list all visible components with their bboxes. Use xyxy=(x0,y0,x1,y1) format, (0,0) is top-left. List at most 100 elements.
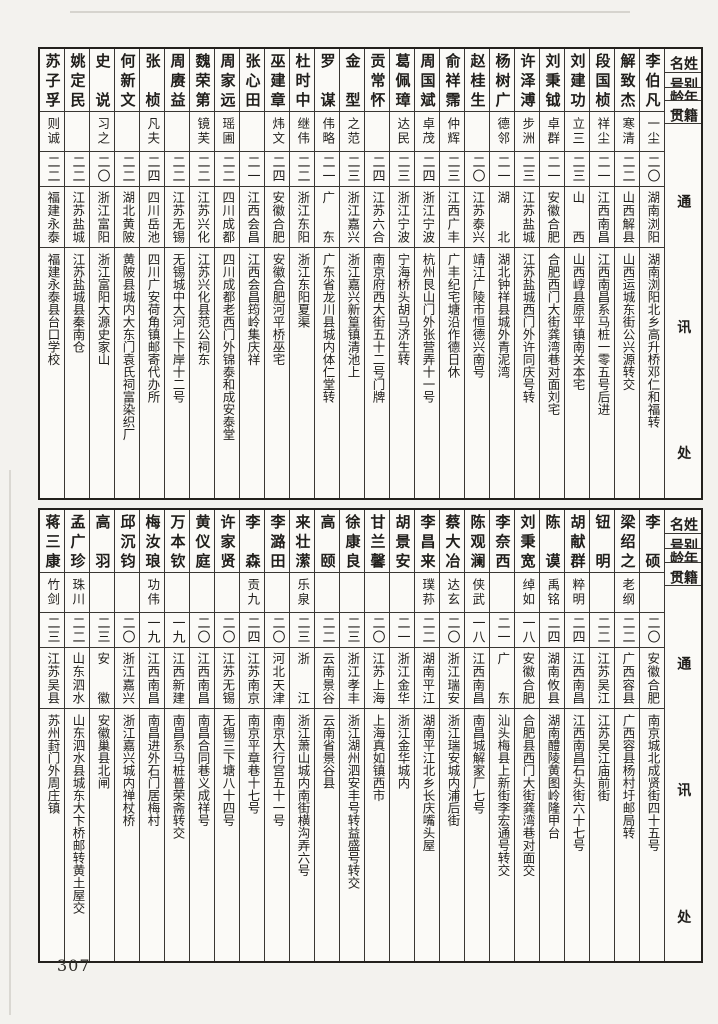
name-cell-text: 甘兰馨 xyxy=(368,514,387,568)
alias-cell: 之范 xyxy=(340,111,364,151)
age-cell-text: 二二 xyxy=(119,155,135,183)
age-cell: 二三 xyxy=(90,612,114,647)
header-age-label: 年龄 xyxy=(668,89,698,101)
age-cell-text: 二二 xyxy=(69,616,85,644)
address-cell: 南京平章巷十七号 xyxy=(240,708,264,961)
address-cell: 山西运城东街公兴源转交 xyxy=(615,247,639,498)
entry-column: 罗谋 伟略 二一 广东 广东省龙川县城内体仁堂转 xyxy=(314,49,339,498)
age-cell: 二二 xyxy=(215,151,239,186)
age-cell-text: 二三 xyxy=(444,155,460,183)
alias-cell: 习之 xyxy=(90,111,114,151)
header-native-place-label: 籍贯 xyxy=(668,108,698,123)
name-cell: 李昌来 xyxy=(415,510,439,572)
name-cell: 高颐 xyxy=(315,510,339,572)
native-place-cell: 安徽合肥 xyxy=(640,647,664,708)
name-cell-text: 何新文 xyxy=(118,53,137,107)
entry-column: 甘兰馨 二〇 江苏上海 上海真如镇西市 xyxy=(364,510,389,961)
age-cell: 二二 xyxy=(40,151,64,186)
alias-cell-text: 禹铭 xyxy=(545,578,561,607)
age-cell: 一八 xyxy=(465,612,489,647)
alias-cell-text: 卓群 xyxy=(545,117,561,146)
alias-cell xyxy=(590,572,614,612)
age-cell: 一八 xyxy=(515,612,539,647)
name-cell: 高羽 xyxy=(90,510,114,572)
address-cell: 南昌城解家厂七号 xyxy=(465,708,489,961)
native-place-cell: 江西南昌 xyxy=(190,647,214,708)
age-cell: 二四 xyxy=(540,612,564,647)
address-cell: 湖南醴陵黄图岭隆甲台 xyxy=(540,708,564,961)
alias-cell: 寒清 xyxy=(615,111,639,151)
address-cell-text: 江苏吴江庙前街 xyxy=(595,714,611,802)
address-cell-text: 南京平章巷十七号 xyxy=(245,714,261,814)
name-cell: 胡献群 xyxy=(565,510,589,572)
native-place-cell-text: 广东 xyxy=(495,652,511,704)
native-place-cell: 江西南昌 xyxy=(590,186,614,247)
name-cell: 李奈西 xyxy=(490,510,514,572)
alias-cell-text: 璞荪 xyxy=(420,578,436,607)
age-cell: 二二 xyxy=(190,151,214,186)
name-cell-text: 高羽 xyxy=(93,514,112,568)
address-cell: 南昌系马桩普荣斋转交 xyxy=(165,708,189,961)
age-cell-text: 二四 xyxy=(569,616,585,644)
age-cell: 二〇 xyxy=(440,612,464,647)
native-place-cell: 江苏南京 xyxy=(240,647,264,708)
native-place-cell: 广东 xyxy=(315,186,339,247)
alias-cell-text: 则诚 xyxy=(45,117,61,146)
alias-cell: 仲辉 xyxy=(440,111,464,151)
name-cell: 周家远 xyxy=(215,49,239,111)
address-cell-text: 南昌城解家厂七号 xyxy=(470,714,486,814)
alias-cell-text: 步洲 xyxy=(520,117,536,146)
age-cell-text: 二三 xyxy=(344,616,360,644)
address-cell-text: 南昌合同巷义成祥号 xyxy=(195,714,211,827)
alias-cell-text: 粹明 xyxy=(570,578,586,607)
native-place-cell-text: 安徽合肥 xyxy=(270,191,286,243)
native-place-cell-text: 江苏盐城 xyxy=(70,191,86,243)
name-cell-text: 苏子孚 xyxy=(43,53,62,107)
entry-column: 许家贤 二〇 江苏无锡 无锡三下塘八十四号 xyxy=(214,510,239,961)
entry-column: 胡景安 二一 浙江金华 浙江金华城内 xyxy=(389,510,414,961)
entry-column: 张心田 二一 江西会昌 江西会昌筠岭集庆祥 xyxy=(239,49,264,498)
page-number: 307 xyxy=(57,956,91,975)
name-cell-text: 李昌来 xyxy=(418,514,437,568)
alias-cell-text: 继伟 xyxy=(295,117,311,146)
name-cell: 罗谋 xyxy=(315,49,339,111)
entry-column: 解致杰 寒清 二二 山西解县 山西运城东街公兴源转交 xyxy=(614,49,639,498)
entry-column: 刘秉钺 卓群 二一 安徽合肥 合肥西门大街龚湾巷对面刘宅 xyxy=(539,49,564,498)
entry-column: 陈观澜 侠武 一八 江西南昌 南昌城解家厂七号 xyxy=(464,510,489,961)
scan-artifact-top-line xyxy=(70,11,630,13)
native-place-cell: 云南景谷 xyxy=(315,647,339,708)
header-age-label: 年龄 xyxy=(668,551,698,562)
alias-cell xyxy=(465,111,489,151)
name-cell-text: 巫建章 xyxy=(268,53,287,107)
name-cell: 许家贤 xyxy=(215,510,239,572)
entry-column: 来壮潆 乐泉 二三 浙江 浙江萧山城内南街横沟弄六号 xyxy=(289,510,314,961)
age-cell: 二一 xyxy=(240,151,264,186)
address-cell-text: 南昌系马桩普荣斋转交 xyxy=(170,714,186,839)
name-cell: 金型 xyxy=(340,49,364,111)
address-cell: 浙江东阳夏渠 xyxy=(290,247,314,498)
alias-cell: 侠武 xyxy=(465,572,489,612)
alias-cell: 凡夫 xyxy=(140,111,164,151)
age-cell-text: 二〇 xyxy=(469,155,485,183)
alias-cell: 德邻 xyxy=(490,111,514,151)
address-cell-text: 广西容县杨村圩邮局转 xyxy=(620,714,636,839)
native-place-cell-text: 江苏吴县 xyxy=(45,652,61,704)
name-cell-text: 蒋三康 xyxy=(43,514,62,568)
name-cell-text: 许家贤 xyxy=(218,514,237,568)
entry-column: 蔡大冶 达玄 二〇 浙江瑞安 浙江瑞安城内浦后街 xyxy=(439,510,464,961)
age-cell-text: 二三 xyxy=(294,616,310,644)
entry-column: 周国斌 卓茂 二四 浙江宁波 杭州艮山门外张营弄十一号 xyxy=(414,49,439,498)
native-place-cell: 浙江嘉兴 xyxy=(340,186,364,247)
address-cell: 湖南平江北乡长庆嘴头屋 xyxy=(415,708,439,961)
native-place-cell-text: 四川岳池 xyxy=(145,191,161,243)
entry-column: 李森 贡九 二四 江苏南京 南京平章巷十七号 xyxy=(239,510,264,961)
native-place-cell-text: 江苏兴化 xyxy=(195,191,211,243)
native-place-cell: 江苏上海 xyxy=(365,647,389,708)
entry-column: 刘建功 立三 二三 山西 山西崞县原平镇南关本宅 xyxy=(564,49,589,498)
age-cell-text: 二〇 xyxy=(194,616,210,644)
native-place-cell: 江西南昌 xyxy=(140,647,164,708)
age-cell: 二一 xyxy=(540,151,564,186)
age-cell: 二〇 xyxy=(465,151,489,186)
alias-cell: 璞荪 xyxy=(415,572,439,612)
